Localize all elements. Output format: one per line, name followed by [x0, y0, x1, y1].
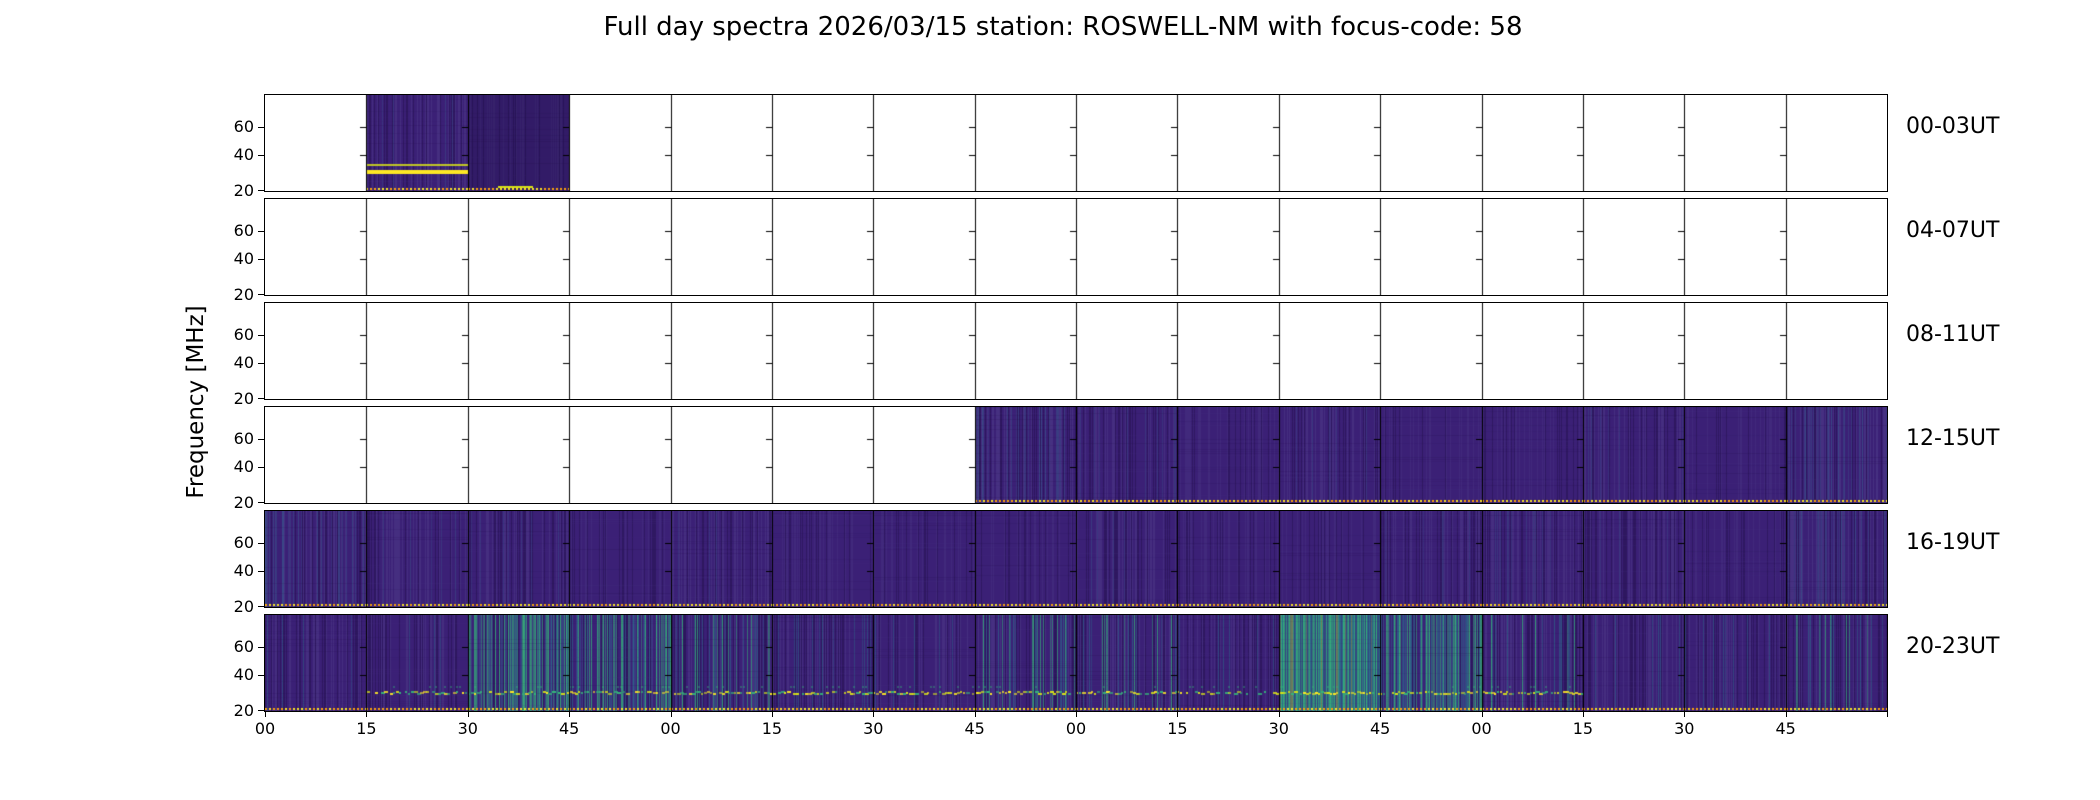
x-tick-mark	[1583, 712, 1584, 717]
row-label-04-07ut: 04-07UT	[1906, 218, 2000, 243]
y-tick-mark	[258, 155, 264, 156]
x-tick-label: 15	[1572, 719, 1594, 738]
row-label-08-11ut: 08-11UT	[1906, 322, 2000, 347]
x-tick-label: 30	[863, 719, 884, 738]
y-tick-mark	[258, 398, 264, 399]
spectrogram-row-04-07ut	[264, 198, 1888, 296]
spectrogram-canvas-00-03ut	[265, 95, 1887, 191]
spectrogram-canvas-16-19ut	[265, 511, 1887, 607]
spectrogram-canvas-12-15ut	[265, 407, 1887, 503]
x-tick-mark	[1177, 712, 1178, 717]
x-tick-mark	[366, 712, 367, 717]
spectrogram-canvas-08-11ut	[265, 303, 1887, 399]
x-tick-mark	[873, 712, 874, 717]
spectrogram-row-12-15ut	[264, 406, 1888, 504]
y-tick-label: 20	[233, 181, 254, 200]
x-tick-label: 00	[660, 719, 681, 738]
x-tick-label: 15	[761, 719, 783, 738]
y-tick-mark	[258, 363, 264, 364]
x-tick-mark	[1786, 712, 1787, 717]
x-tick-label: 00	[254, 719, 276, 738]
row-label-00-03ut: 00-03UT	[1906, 114, 2000, 139]
spectrogram-row-08-11ut	[264, 302, 1888, 400]
y-tick-mark	[258, 335, 264, 336]
x-tick-mark	[671, 712, 672, 717]
y-tick-label: 40	[233, 457, 254, 476]
y-tick-mark	[258, 675, 264, 676]
y-tick-mark	[258, 710, 264, 711]
x-tick-label: 45	[964, 719, 985, 738]
x-tick-mark	[265, 712, 266, 717]
spectrogram-row-16-19ut	[264, 510, 1888, 608]
x-tick-mark	[772, 712, 773, 717]
x-tick-mark	[1380, 712, 1381, 717]
x-tick-mark	[468, 712, 469, 717]
x-tick-label: 00	[1471, 719, 1492, 738]
row-label-20-23ut: 20-23UT	[1906, 634, 2000, 659]
x-tick-mark	[569, 712, 570, 717]
y-tick-label: 60	[233, 428, 254, 448]
x-tick-label: 45	[1775, 719, 1796, 738]
x-tick-label: 45	[558, 719, 580, 738]
y-tick-mark	[258, 543, 264, 544]
y-tick-label: 60	[233, 636, 254, 656]
x-tick-mark	[1279, 712, 1280, 717]
x-tick-mark	[975, 712, 976, 717]
y-tick-mark	[258, 190, 264, 191]
row-label-12-15ut: 12-15UT	[1906, 426, 2000, 451]
y-tick-label: 20	[233, 389, 254, 408]
y-tick-label: 40	[233, 145, 254, 164]
y-tick-mark	[258, 647, 264, 648]
y-tick-mark	[258, 502, 264, 503]
figure-title: Full day spectra 2026/03/15 station: ROS…	[603, 12, 1523, 42]
x-tick-label: 30	[457, 719, 478, 738]
y-tick-mark	[258, 127, 264, 128]
y-tick-mark	[258, 294, 264, 295]
y-axis-label: Frequency [MHz]	[183, 305, 209, 499]
y-tick-label: 20	[233, 493, 254, 512]
y-tick-mark	[258, 439, 264, 440]
x-tick-label: 00	[1065, 719, 1087, 738]
y-tick-label: 40	[233, 561, 254, 580]
x-tick-mark	[1887, 712, 1888, 717]
spectrogram-canvas-20-23ut	[265, 615, 1887, 711]
y-tick-label: 40	[233, 353, 254, 372]
x-tick-mark	[1684, 712, 1685, 717]
x-tick-label: 30	[1674, 719, 1695, 738]
y-tick-label: 60	[233, 116, 254, 136]
y-tick-label: 60	[233, 532, 254, 552]
spectrogram-canvas-04-07ut	[265, 199, 1887, 295]
y-tick-mark	[258, 467, 264, 468]
y-tick-mark	[258, 606, 264, 607]
y-tick-label: 20	[233, 285, 254, 304]
x-tick-mark	[1076, 712, 1077, 717]
x-tick-label: 30	[1268, 719, 1289, 738]
spectrogram-row-00-03ut	[264, 94, 1888, 192]
y-tick-label: 40	[233, 665, 254, 684]
row-label-16-19ut: 16-19UT	[1906, 530, 2000, 555]
y-tick-mark	[258, 231, 264, 232]
y-tick-label: 40	[233, 249, 254, 268]
x-tick-mark	[1482, 712, 1483, 717]
y-tick-label: 60	[233, 220, 254, 240]
x-tick-label: 15	[356, 719, 377, 738]
y-tick-label: 60	[233, 324, 254, 344]
y-tick-label: 20	[233, 597, 254, 616]
y-tick-mark	[258, 571, 264, 572]
x-tick-label: 15	[1167, 719, 1188, 738]
x-tick-label: 45	[1369, 719, 1391, 738]
spectrogram-row-20-23ut	[264, 614, 1888, 712]
y-tick-label: 20	[233, 701, 254, 720]
y-tick-mark	[258, 259, 264, 260]
